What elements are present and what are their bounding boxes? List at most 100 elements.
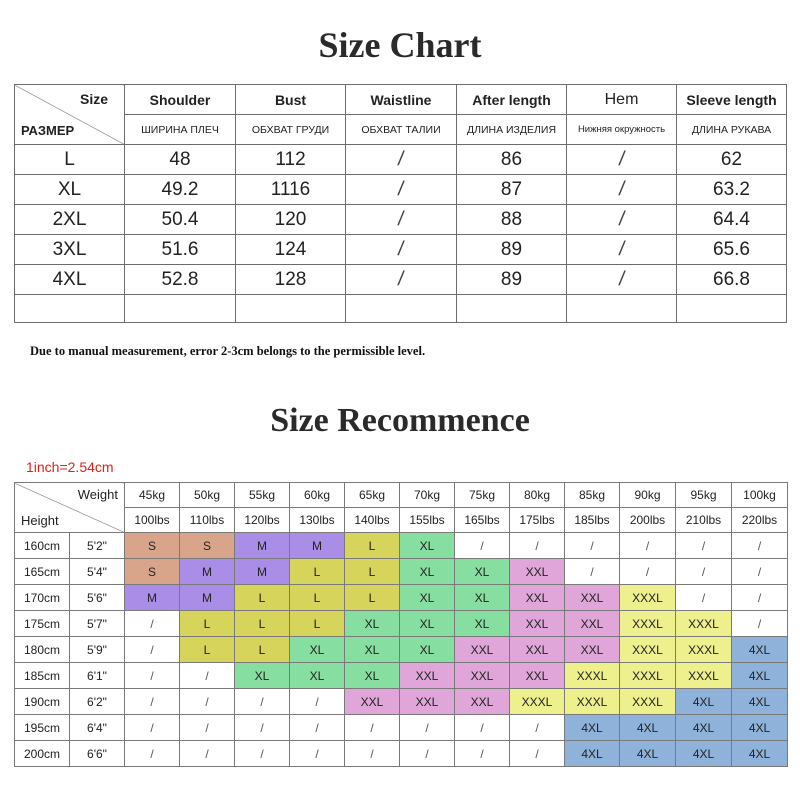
empty-value-slash: / <box>260 694 264 709</box>
height-cm: 195cm <box>14 714 70 741</box>
weight-kg-row: Weight Height 45kg 50kg 55kg 60kg 65kg 70kg 75kg… <box>14 482 788 533</box>
size-recommend-title: Size Recommence <box>270 402 530 439</box>
empty-value-slash: / <box>205 694 209 709</box>
height-cm: 170cm <box>14 584 70 611</box>
size-cell: XL <box>399 610 455 637</box>
height-row: 190cm 6'2" / / / / XXL XXL XXL XXXL XXXL XXXL 4XL 4XL <box>14 688 788 715</box>
size-cell: / <box>124 740 180 767</box>
size-cell: / <box>234 740 290 767</box>
table-cell: 49.2 <box>124 174 236 205</box>
weight-lbs-header: 110lbs <box>179 507 235 533</box>
empty-value-slash: / <box>260 746 264 761</box>
size-cell: XL <box>454 558 510 585</box>
size-cell: S <box>124 532 180 559</box>
empty-value-slash: / <box>150 746 154 761</box>
corner-size-label: Size <box>79 91 108 107</box>
empty-value-slash: / <box>370 720 374 735</box>
size-cell: XL <box>344 610 400 637</box>
weight-lbs-header: 130lbs <box>289 507 345 533</box>
size-cell: XL <box>234 662 290 689</box>
size-cell: XL <box>289 636 345 663</box>
empty-value-slash: / <box>150 720 154 735</box>
size-cell: L <box>344 558 400 585</box>
size-chart-header-row-ru: ШИРИНА ПЛЕЧ ОБХВАТ ГРУДИ ОБХВАТ ТАЛИИ ДЛИНА… <box>15 114 787 145</box>
weight-kg-header: 85kg <box>564 482 620 508</box>
table-cell: 62 <box>676 144 787 175</box>
size-cell: 4XL <box>675 740 732 767</box>
empty-value-slash: / <box>757 616 762 631</box>
table-cell: 128 <box>235 264 346 295</box>
size-cell: 4XL <box>564 740 620 767</box>
size-cell: XXXL <box>509 688 565 715</box>
size-cell: / <box>731 532 788 559</box>
weight-lbs-header: 200lbs <box>619 507 676 533</box>
weight-lbs-header: 120lbs <box>234 507 290 533</box>
table-cell: 64.4 <box>676 204 787 235</box>
table-cell: / <box>345 174 457 205</box>
blank-cell <box>14 294 125 323</box>
size-cell: / <box>179 714 235 741</box>
column-header: Bust <box>235 84 346 115</box>
size-cell: XXXL <box>619 636 676 663</box>
size-cell: L <box>234 584 290 611</box>
table-row: L 48 112 / 86 / 62 <box>14 144 787 175</box>
height-ft: 5'9" <box>69 636 125 663</box>
empty-value-slash: / <box>425 746 429 761</box>
height-ft: 6'2" <box>69 688 125 715</box>
size-cell: / <box>179 662 235 689</box>
size-cell: XXXL <box>675 662 732 689</box>
height-row: 195cm 6'4" / / / / / / //4XL 4XL 4XL 4XL <box>14 714 788 741</box>
size-cell: XXL <box>454 662 510 689</box>
table-cell: 63.2 <box>676 174 787 205</box>
height-ft: 5'4" <box>69 558 125 585</box>
height-row: 165cm 5'4" S M M L L XL XL XXL / / / / <box>14 558 788 585</box>
column-header: Shoulder <box>124 84 236 115</box>
size-cell: XXXL <box>675 636 732 663</box>
size-cell: XXXL <box>619 610 676 637</box>
empty-value-slash: / <box>535 720 539 735</box>
table-row: 3XL 51.6 124 / 89 / 65.6 <box>14 234 787 265</box>
blank-cell <box>566 294 677 323</box>
size-cell: XXL <box>564 610 620 637</box>
size-cell: 4XL <box>731 740 788 767</box>
height-cm: 185cm <box>14 662 70 689</box>
table-cell: 112 <box>235 144 346 175</box>
empty-value-slash: / <box>480 746 484 761</box>
table-cell: 52.8 <box>124 264 236 295</box>
height-ft: 6'4" <box>69 714 125 741</box>
weight-lbs-header: 165lbs <box>454 507 510 533</box>
empty-value-slash: / <box>315 746 319 761</box>
size-cell: XL <box>399 584 455 611</box>
size-cell: / <box>619 558 676 585</box>
table-cell: 87 <box>456 174 567 205</box>
size-cell: L <box>289 584 345 611</box>
blank-cell <box>345 294 457 323</box>
size-cell: XXL <box>399 662 455 689</box>
size-chart-table: Size РАЗМЕР Shoulder Bust Waistline After len… <box>14 84 787 323</box>
empty-value-slash: / <box>617 148 626 170</box>
size-cell: XXXL <box>619 688 676 715</box>
height-row: 175cm 5'7" / L L L XL XL XL XXL XXL XXXL XXXL / <box>14 610 788 637</box>
table-cell: 86 <box>456 144 567 175</box>
height-row: 170cm 5'6" M M L L L XL XL XXL XXL XXXL / / <box>14 584 788 611</box>
table-row: XL 49.2 1116 / 87 / 63.2 <box>14 174 787 205</box>
size-cell: / <box>289 688 345 715</box>
empty-value-slash: / <box>617 208 626 230</box>
size-cell: / <box>399 740 455 767</box>
size-cell: / <box>124 714 180 741</box>
table-cell: / <box>566 144 677 175</box>
size-cell: / <box>289 740 345 767</box>
weight-lbs-header: 210lbs <box>675 507 732 533</box>
empty-value-slash: / <box>370 746 374 761</box>
height-cm: 180cm <box>14 636 70 663</box>
size-cell: L <box>289 558 345 585</box>
measurement-note: Due to manual measurement, error 2-3cm b… <box>30 344 426 358</box>
size-label: 2XL <box>14 204 125 235</box>
size-cell: 4XL <box>619 740 676 767</box>
column-header-ru: ОБХВАТ ГРУДИ <box>235 114 346 145</box>
size-cell: XXL <box>509 662 565 689</box>
table-cell: 120 <box>235 204 346 235</box>
empty-value-slash: / <box>645 538 650 553</box>
size-chart-corner: Size РАЗМЕР <box>14 84 125 145</box>
size-cell: / <box>234 688 290 715</box>
